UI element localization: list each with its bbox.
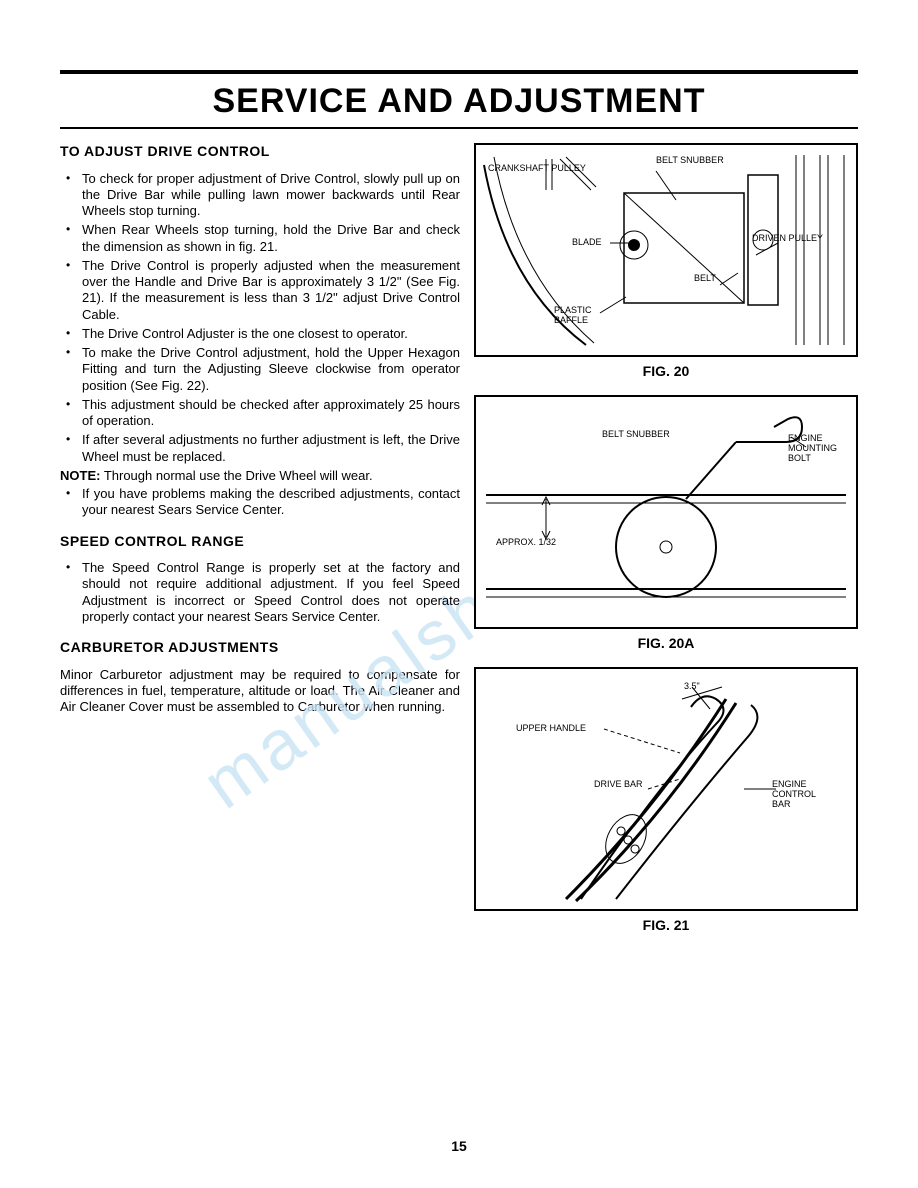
page-number: 15 (0, 1138, 918, 1154)
list-item: To check for proper adjustment of Drive … (82, 171, 460, 220)
list-item: The Speed Control Range is properly set … (82, 560, 460, 625)
label-crankshaft-pulley: CRANKSHAFT PULLEY (488, 163, 586, 173)
label-driven-pulley: DRIVEN PULLEY (752, 233, 823, 243)
figure-20: BELT SNUBBER CRANKSHAFT PULLEY BLADE DRI… (474, 143, 858, 357)
top-rule (60, 70, 858, 74)
list-item: If you have problems making the describe… (82, 486, 460, 519)
list-item: If after several adjustments no further … (82, 432, 460, 465)
heading-carb: CARBURETOR ADJUSTMENTS (60, 639, 460, 657)
label-upper-handle: UPPER HANDLE (516, 723, 586, 733)
label-belt-snubber: BELT SNUBBER (656, 155, 724, 165)
columns: TO ADJUST DRIVE CONTROL To check for pro… (60, 143, 858, 949)
label-engine-control-bar: ENGINE CONTROL BAR (772, 779, 832, 809)
label-belt: BELT (694, 273, 716, 283)
speed-list: The Speed Control Range is properly set … (60, 560, 460, 625)
left-column: TO ADJUST DRIVE CONTROL To check for pro… (60, 143, 460, 949)
label-belt-snubber-20a: BELT SNUBBER (602, 429, 670, 439)
figure-20-svg (476, 145, 856, 355)
under-title-rule (60, 127, 858, 129)
caption-fig20a: FIG. 20A (474, 635, 858, 651)
list-item: To make the Drive Control adjustment, ho… (82, 345, 460, 394)
page-title: SERVICE AND ADJUSTMENT (60, 82, 858, 121)
list-item: The Drive Control is properly adjusted w… (82, 258, 460, 323)
note-line: NOTE: Through normal use the Drive Wheel… (60, 468, 460, 484)
heading-speed: SPEED CONTROL RANGE (60, 533, 460, 551)
carb-paragraph: Minor Carburetor adjustment may be requi… (60, 667, 460, 716)
heading-drive: TO ADJUST DRIVE CONTROL (60, 143, 460, 161)
note-label: NOTE: (60, 468, 100, 483)
figure-21: 3.5" UPPER HANDLE DRIVE BAR ENGINE CONTR… (474, 667, 858, 911)
label-measurement: 3.5" (684, 681, 700, 691)
figure-20a: BELT SNUBBER ENGINE MOUNTING BOLT APPROX… (474, 395, 858, 629)
list-item: The Drive Control Adjuster is the one cl… (82, 326, 460, 342)
drive-list: To check for proper adjustment of Drive … (60, 171, 460, 465)
label-approx: APPROX. 1/32 (496, 537, 556, 547)
list-item: This adjustment should be checked after … (82, 397, 460, 430)
drive-list-after-note: If you have problems making the describe… (60, 486, 460, 519)
note-text: Through normal use the Drive Wheel will … (100, 468, 372, 483)
caption-fig21: FIG. 21 (474, 917, 858, 933)
page: manualshive.com SERVICE AND ADJUSTMENT T… (0, 0, 918, 1188)
label-plastic-baffle: PLASTIC BAFFLE (554, 305, 614, 325)
caption-fig20: FIG. 20 (474, 363, 858, 379)
label-blade: BLADE (572, 237, 602, 247)
right-column: BELT SNUBBER CRANKSHAFT PULLEY BLADE DRI… (474, 143, 858, 949)
label-engine-mounting-bolt: ENGINE MOUNTING BOLT (788, 433, 848, 463)
list-item: When Rear Wheels stop turning, hold the … (82, 222, 460, 255)
label-drive-bar: DRIVE BAR (594, 779, 643, 789)
